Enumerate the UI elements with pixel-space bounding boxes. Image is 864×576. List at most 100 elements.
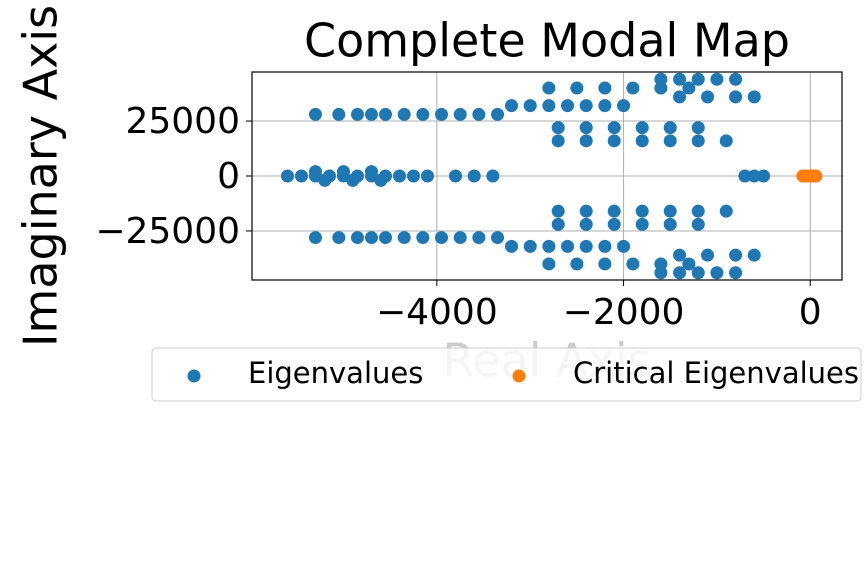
point bbox=[738, 169, 752, 183]
point bbox=[607, 121, 621, 135]
point bbox=[397, 107, 411, 121]
point bbox=[607, 217, 621, 231]
point bbox=[719, 134, 733, 148]
point bbox=[378, 107, 392, 121]
point bbox=[350, 231, 364, 245]
legend: Eigenvalues Critical Eigenvalues bbox=[151, 347, 862, 402]
point bbox=[701, 90, 715, 104]
point bbox=[472, 107, 486, 121]
point bbox=[453, 231, 467, 245]
point bbox=[551, 121, 565, 135]
point bbox=[747, 90, 761, 104]
point bbox=[673, 248, 687, 262]
point bbox=[542, 99, 556, 113]
point bbox=[617, 239, 631, 253]
point bbox=[691, 217, 705, 231]
point bbox=[542, 81, 556, 95]
point bbox=[453, 107, 467, 121]
point bbox=[809, 169, 823, 183]
x-tick-label: −2000 bbox=[563, 292, 685, 333]
point bbox=[435, 231, 449, 245]
point bbox=[579, 239, 593, 253]
point bbox=[598, 81, 612, 95]
y-axis-label: Imaginary Axis bbox=[14, 5, 68, 347]
point bbox=[710, 266, 724, 280]
series bbox=[796, 169, 823, 183]
point bbox=[682, 81, 696, 95]
point bbox=[673, 72, 687, 86]
point bbox=[491, 107, 505, 121]
point bbox=[579, 134, 593, 148]
y-tick-label: 0 bbox=[217, 156, 240, 197]
point bbox=[421, 169, 435, 183]
legend-box bbox=[151, 347, 862, 402]
point bbox=[505, 99, 519, 113]
point bbox=[747, 248, 761, 262]
point bbox=[551, 217, 565, 231]
y-tick-label: −25000 bbox=[95, 211, 240, 252]
point bbox=[701, 248, 715, 262]
point bbox=[280, 169, 294, 183]
point bbox=[579, 217, 593, 231]
series bbox=[280, 72, 771, 280]
point bbox=[598, 257, 612, 271]
point bbox=[673, 90, 687, 104]
point bbox=[486, 169, 500, 183]
point bbox=[336, 165, 350, 179]
point bbox=[523, 239, 537, 253]
point bbox=[570, 81, 584, 95]
chart-title: Complete Modal Map bbox=[304, 14, 790, 68]
point bbox=[635, 204, 649, 218]
point bbox=[472, 231, 486, 245]
point bbox=[729, 90, 743, 104]
point bbox=[551, 204, 565, 218]
point bbox=[350, 107, 364, 121]
point bbox=[374, 173, 388, 187]
legend-marker bbox=[187, 369, 201, 383]
point bbox=[617, 99, 631, 113]
point bbox=[729, 266, 743, 280]
point bbox=[505, 239, 519, 253]
point bbox=[635, 217, 649, 231]
point bbox=[393, 169, 406, 183]
point bbox=[378, 231, 392, 245]
point bbox=[598, 239, 612, 253]
point bbox=[308, 231, 322, 245]
point bbox=[691, 266, 705, 280]
point bbox=[635, 134, 649, 148]
point bbox=[416, 107, 430, 121]
point bbox=[318, 173, 332, 187]
point bbox=[729, 72, 743, 86]
legend-marker bbox=[512, 369, 526, 383]
point bbox=[407, 169, 421, 183]
point bbox=[691, 72, 705, 86]
point bbox=[607, 134, 621, 148]
y-tick-label: 25000 bbox=[125, 101, 240, 142]
point bbox=[626, 81, 640, 95]
point bbox=[691, 134, 705, 148]
point bbox=[364, 107, 378, 121]
legend-label: Eigenvalues bbox=[248, 356, 423, 390]
point bbox=[635, 121, 649, 135]
point bbox=[561, 99, 575, 113]
point bbox=[308, 165, 322, 179]
point bbox=[435, 107, 449, 121]
point bbox=[416, 231, 430, 245]
point bbox=[691, 204, 705, 218]
point bbox=[598, 99, 612, 113]
point bbox=[542, 257, 556, 271]
point bbox=[308, 107, 322, 121]
point bbox=[626, 257, 640, 271]
point bbox=[654, 266, 668, 280]
point bbox=[332, 107, 346, 121]
point bbox=[663, 121, 677, 135]
point bbox=[364, 231, 378, 245]
point bbox=[710, 72, 724, 86]
point bbox=[542, 239, 556, 253]
point bbox=[449, 169, 463, 183]
point bbox=[491, 231, 505, 245]
point bbox=[673, 266, 687, 280]
legend-label: Critical Eigenvalues bbox=[573, 356, 859, 390]
point bbox=[523, 99, 537, 113]
